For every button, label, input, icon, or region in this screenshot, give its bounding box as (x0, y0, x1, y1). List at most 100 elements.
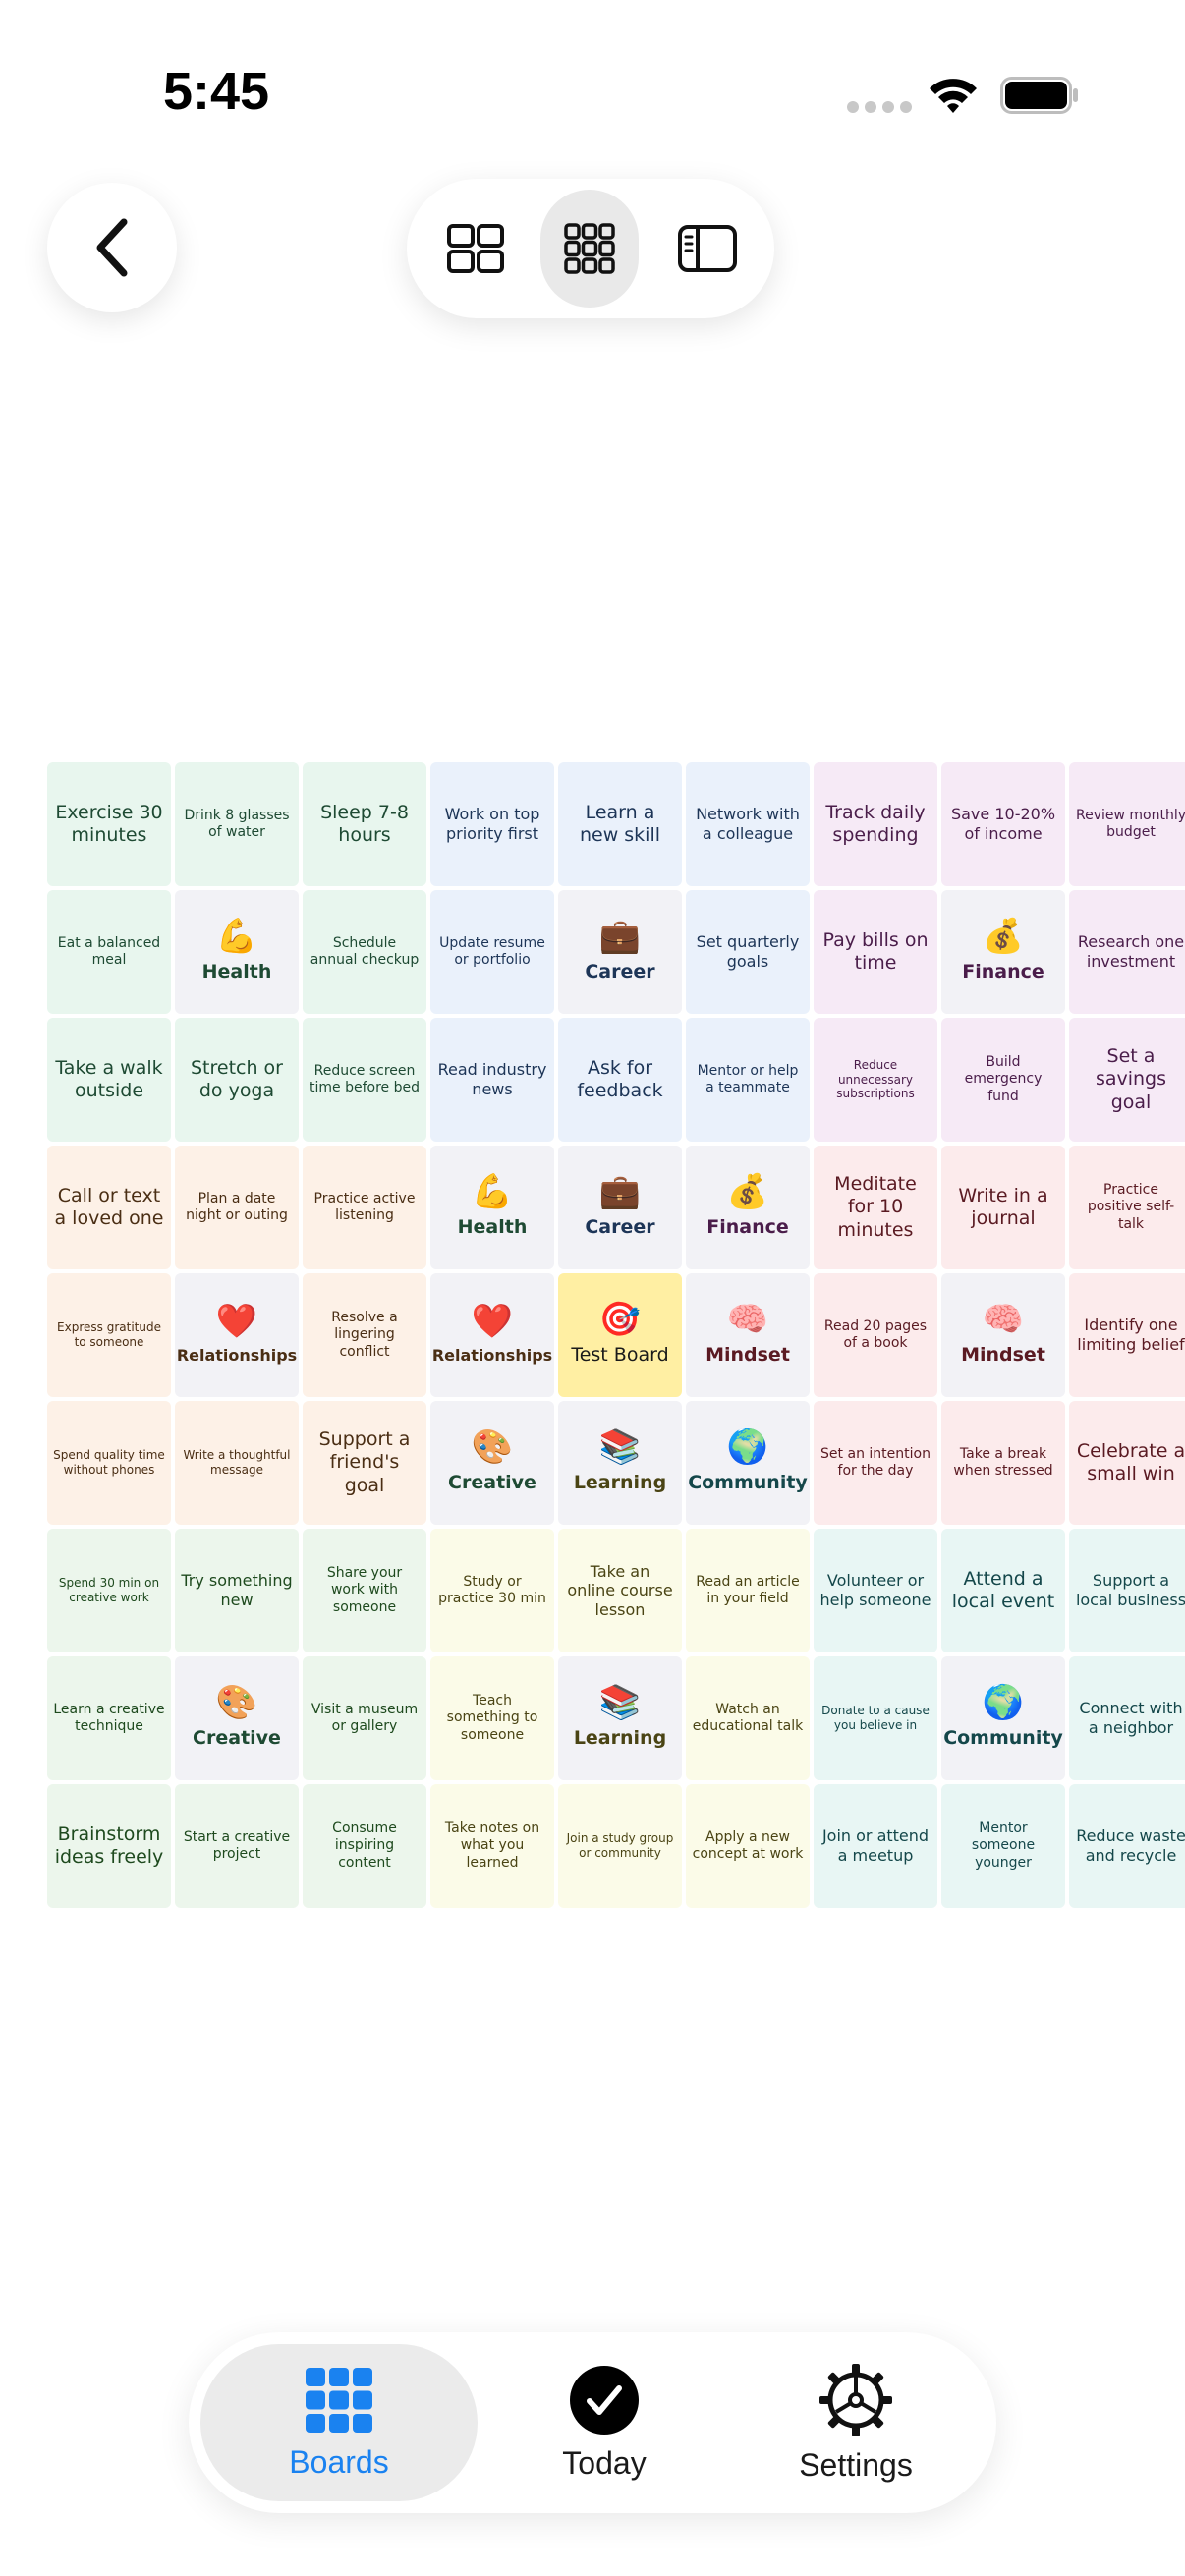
category-cell[interactable]: 🌍 Community (941, 1656, 1065, 1780)
goal-cell[interactable]: Mentor someone younger (941, 1784, 1065, 1908)
category-cell[interactable]: 🎨 Creative (175, 1656, 299, 1780)
cell-label: Relationships (431, 1346, 553, 1366)
goal-cell[interactable]: Network with a colleague (686, 762, 810, 886)
goal-cell[interactable]: Join or attend a meetup (814, 1784, 937, 1908)
category-cell[interactable]: 💰 Finance (686, 1146, 810, 1269)
goal-cell[interactable]: Connect with a neighbor (1069, 1656, 1185, 1780)
goal-cell[interactable]: Practice positive self-talk (1069, 1146, 1185, 1269)
goal-cell[interactable]: Write in a journal (941, 1146, 1065, 1269)
goal-cell[interactable]: Read 20 pages of a book (814, 1273, 937, 1397)
goal-cell[interactable]: Practice active listening (303, 1146, 426, 1269)
goal-cell[interactable]: Work on top priority first (430, 762, 554, 886)
board-center-cell[interactable]: 🎯 Test Board (558, 1273, 682, 1397)
goal-cell[interactable]: Spend quality time without phones (47, 1401, 171, 1525)
goal-cell[interactable]: Take a break when stressed (941, 1401, 1065, 1525)
goal-cell[interactable]: Read an article in your field (686, 1529, 810, 1652)
goal-cell[interactable]: Consume inspiring content (303, 1784, 426, 1908)
goal-cell[interactable]: Reduce screen time before bed (303, 1018, 426, 1142)
goal-cell[interactable]: Schedule annual checkup (303, 890, 426, 1014)
tab-today[interactable]: Today (481, 2344, 727, 2501)
category-emoji-icon: ❤️ (215, 1302, 258, 1342)
goal-cell[interactable]: Review monthly budget (1069, 762, 1185, 886)
goal-cell[interactable]: Identify one limiting belief (1069, 1273, 1185, 1397)
goal-cell[interactable]: Watch an educational talk (686, 1656, 810, 1780)
category-cell[interactable]: 💰 Finance (941, 890, 1065, 1014)
goal-cell[interactable]: Call or text a loved one (47, 1146, 171, 1269)
back-button[interactable] (47, 183, 177, 312)
goal-cell[interactable]: Plan a date night or outing (175, 1146, 299, 1269)
cell-label: Spend 30 min on creative work (58, 1576, 160, 1604)
goal-cell[interactable]: Study or practice 30 min (430, 1529, 554, 1652)
category-cell[interactable]: 🧠 Mindset (941, 1273, 1065, 1397)
goal-cell[interactable]: Save 10-20% of income (941, 762, 1065, 886)
category-cell[interactable]: 💼 Career (558, 890, 682, 1014)
goal-cell[interactable]: Reduce waste and recycle (1069, 1784, 1185, 1908)
goal-cell[interactable]: Support a local business (1069, 1529, 1185, 1652)
goal-cell[interactable]: Start a creative project (175, 1784, 299, 1908)
goal-cell[interactable]: Resolve a lingering conflict (303, 1273, 426, 1397)
goal-cell[interactable]: Exercise 30 minutes (47, 762, 171, 886)
goal-cell[interactable]: Set quarterly goals (686, 890, 810, 1014)
goal-cell[interactable]: Write a thoughtful message (175, 1401, 299, 1525)
cell-label: Consume inspiring content (332, 1820, 397, 1871)
goal-cell[interactable]: Try something new (175, 1529, 299, 1652)
goal-cell[interactable]: Mentor or help a teammate (686, 1018, 810, 1142)
goal-cell[interactable]: Drink 8 glasses of water (175, 762, 299, 886)
goal-cell[interactable]: Learn a creative technique (47, 1656, 171, 1780)
goal-cell[interactable]: Stretch or do yoga (175, 1018, 299, 1142)
goal-cell[interactable]: Pay bills on time (814, 890, 937, 1014)
small-grid-view-button[interactable] (540, 190, 639, 308)
tab-boards[interactable]: Boards (200, 2344, 478, 2501)
category-cell[interactable]: ❤️ Relationships (175, 1273, 299, 1397)
view-mode-toggle (407, 179, 774, 318)
category-cell[interactable]: 💪 Health (175, 890, 299, 1014)
goal-cell[interactable]: Set a savings goal (1069, 1018, 1185, 1142)
tab-settings[interactable]: Settings (731, 2344, 981, 2501)
category-cell[interactable]: 📚 Learning (558, 1401, 682, 1525)
cell-label: Visit a museum or gallery (310, 1701, 419, 1734)
goal-cell[interactable]: Spend 30 min on creative work (47, 1529, 171, 1652)
goal-cell[interactable]: Visit a museum or gallery (303, 1656, 426, 1780)
goal-cell[interactable]: Sleep 7-8 hours (303, 762, 426, 886)
goal-cell[interactable]: Ask for feedback (558, 1018, 682, 1142)
category-cell[interactable]: ❤️ Relationships (430, 1273, 554, 1397)
category-cell[interactable]: 🧠 Mindset (686, 1273, 810, 1397)
goal-cell[interactable]: Donate to a cause you believe in (814, 1656, 937, 1780)
goal-cell[interactable]: Apply a new concept at work (686, 1784, 810, 1908)
goal-cell[interactable]: Join a study group or community (558, 1784, 682, 1908)
category-emoji-icon: ❤️ (471, 1302, 514, 1342)
goal-cell[interactable]: Take a walk outside (47, 1018, 171, 1142)
category-cell[interactable]: 🎨 Creative (430, 1401, 554, 1525)
goal-cell[interactable]: Meditate for 10 minutes (814, 1146, 937, 1269)
goal-cell[interactable]: Read industry news (430, 1018, 554, 1142)
checkmark-circle-icon (570, 2365, 639, 2435)
cell-label: Pay bills on time (822, 928, 929, 974)
category-cell[interactable]: 💼 Career (558, 1146, 682, 1269)
goal-cell[interactable]: Update resume or portfolio (430, 890, 554, 1014)
goal-cell[interactable]: Research one investment (1069, 890, 1185, 1014)
category-cell[interactable]: 💪 Health (430, 1146, 554, 1269)
sidebar-view-button[interactable] (658, 190, 757, 308)
cell-label: Take a walk outside (55, 1056, 163, 1101)
goal-cell[interactable]: Volunteer or help someone (814, 1529, 937, 1652)
goal-cell[interactable]: Reduce unnecessary subscriptions (814, 1018, 937, 1142)
goal-cell[interactable]: Eat a balanced meal (47, 890, 171, 1014)
goal-cell[interactable]: Take notes on what you learned (430, 1784, 554, 1908)
goal-cell[interactable]: Express gratitude to someone (47, 1273, 171, 1397)
goal-cell[interactable]: Share your work with someone (303, 1529, 426, 1652)
goal-cell[interactable]: Take an online course lesson (558, 1529, 682, 1652)
large-grid-view-button[interactable] (426, 190, 525, 308)
goal-cell[interactable]: Teach something to someone (430, 1656, 554, 1780)
goal-cell[interactable]: Learn a new skill (558, 762, 682, 886)
cell-label: Reduce unnecessary subscriptions (836, 1058, 915, 1101)
goal-cell[interactable]: Brainstorm ideas freely (47, 1784, 171, 1908)
goal-cell[interactable]: Track daily spending (814, 762, 937, 886)
goal-cell[interactable]: Celebrate a small win (1069, 1401, 1185, 1525)
goal-cell[interactable]: Build emergency fund (941, 1018, 1065, 1142)
category-cell[interactable]: 🌍 Community (686, 1401, 810, 1525)
goal-cell[interactable]: Support a friend's goal (303, 1401, 426, 1525)
cell-label: Update resume or portfolio (439, 934, 545, 968)
category-cell[interactable]: 📚 Learning (558, 1656, 682, 1780)
goal-cell[interactable]: Set an intention for the day (814, 1401, 937, 1525)
goal-cell[interactable]: Attend a local event (941, 1529, 1065, 1652)
